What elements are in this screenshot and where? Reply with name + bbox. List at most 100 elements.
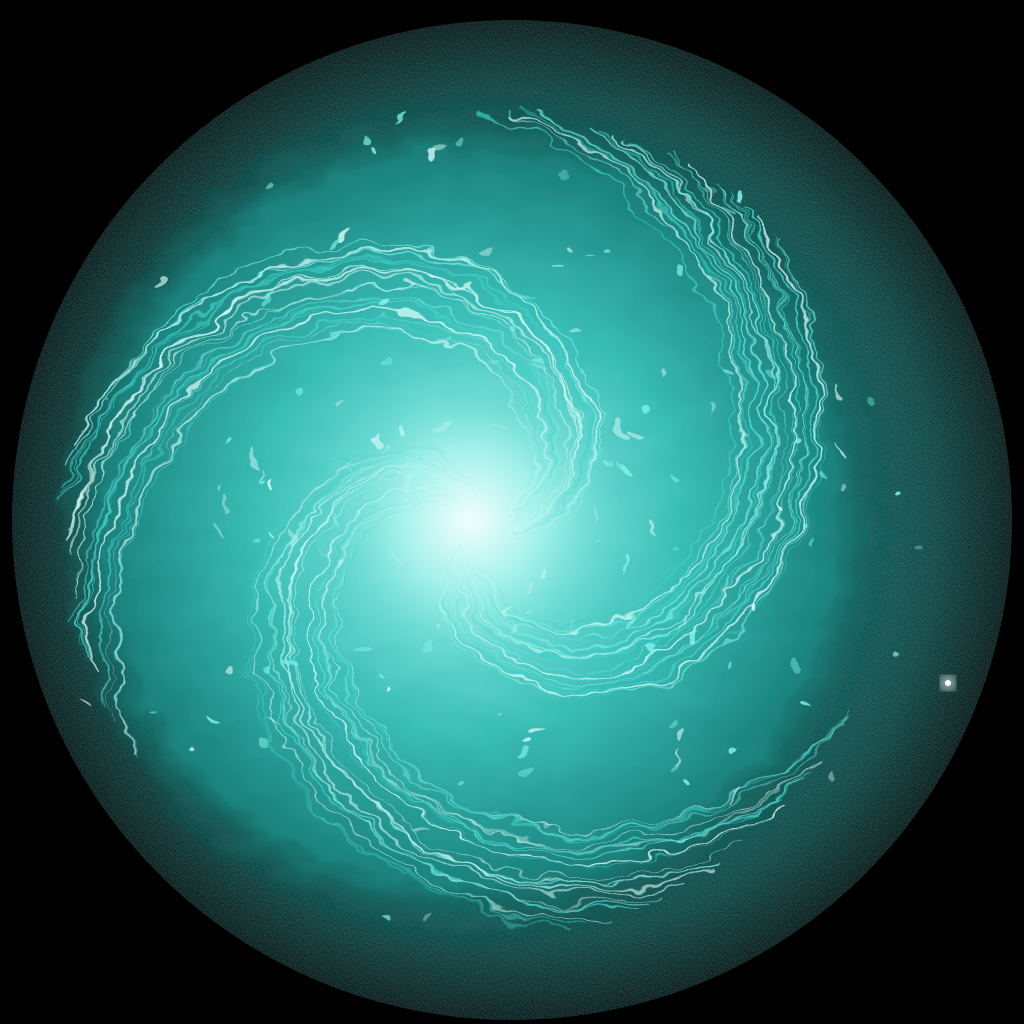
bright-fleck [254, 536, 262, 542]
bright-fleck [193, 742, 199, 746]
bright-fleck [363, 139, 372, 148]
bright-fleck [257, 464, 261, 482]
bright-fleck [379, 295, 392, 308]
bright-fleck [838, 482, 845, 492]
bright-fleck [455, 779, 465, 784]
bright-fleck [522, 739, 533, 747]
bright-fleck [339, 227, 350, 238]
bright-fleck [791, 657, 798, 675]
bright-fleck [607, 246, 615, 253]
bright-fleck [662, 372, 668, 376]
bright-fleck [831, 384, 844, 398]
bright-fleck [271, 529, 276, 538]
bright-fleck [381, 671, 388, 676]
bright-fleck [386, 917, 395, 921]
bright-fleck [519, 749, 530, 757]
bright-fleck [283, 660, 300, 672]
bright-fleck [437, 146, 449, 156]
bright-fleck [627, 557, 632, 572]
bright-fleck [529, 725, 542, 736]
bright-fleck [216, 490, 220, 500]
bright-fleck [383, 354, 392, 363]
bright-fleck [78, 694, 89, 706]
bright-fleck [817, 470, 824, 479]
bright-fleck [728, 743, 736, 752]
bright-fleck [792, 438, 799, 444]
bright-fleck [259, 477, 266, 482]
bright-fleck [369, 149, 375, 154]
bright-fleck [901, 491, 908, 497]
bright-fleck [780, 506, 784, 510]
bright-fleck [105, 396, 109, 402]
bright-fleck [456, 136, 465, 143]
bright-fleck [682, 782, 690, 789]
bright-fleck [357, 643, 373, 653]
bright-fleck [228, 667, 238, 676]
bright-fleck [870, 403, 876, 409]
bright-fleck [548, 349, 554, 355]
bright-fleck [650, 642, 657, 655]
bright-fleck [812, 538, 819, 553]
bright-speck-core [945, 680, 951, 686]
bright-fleck [730, 577, 734, 589]
bright-fleck [677, 541, 685, 548]
bright-fleck [698, 184, 713, 191]
bright-fleck [495, 712, 503, 717]
bright-fleck [262, 289, 271, 305]
bright-fleck [416, 827, 431, 832]
bright-fleck [799, 518, 804, 524]
bright-fleck [506, 324, 514, 332]
bright-fleck [617, 460, 631, 475]
bright-fleck [674, 750, 681, 762]
bright-fleck [753, 601, 758, 614]
bright-fleck [649, 522, 657, 539]
bright-fleck [727, 365, 737, 373]
bright-fleck [588, 251, 599, 254]
bright-fleck [571, 324, 582, 329]
bright-fleck [528, 358, 539, 364]
bright-fleck [393, 110, 409, 119]
bright-fleck [718, 205, 733, 212]
bright-fleck [761, 367, 772, 378]
bright-fleck [554, 170, 565, 176]
galaxy-core [310, 360, 630, 680]
bright-fleck [206, 713, 220, 723]
bright-fleck [331, 230, 344, 243]
bright-fleck [916, 539, 922, 547]
bright-fleck [837, 444, 846, 458]
bright-fleck [266, 664, 273, 672]
bright-fleck [248, 453, 256, 467]
bright-fleck [630, 426, 642, 436]
bright-fleck [705, 409, 710, 414]
bright-fleck [806, 696, 815, 703]
bright-fleck [428, 152, 441, 161]
bright-fleck [150, 709, 156, 715]
bright-fleck [671, 759, 679, 770]
bright-fleck [383, 683, 389, 691]
bright-fleck [225, 439, 231, 446]
bright-fleck [516, 766, 532, 778]
bright-fleck [269, 473, 274, 487]
bright-fleck [678, 610, 683, 627]
bright-fleck [677, 731, 687, 747]
bright-fleck [443, 335, 453, 342]
bright-fleck [690, 627, 696, 645]
bright-fleck [894, 650, 899, 658]
bright-fleck [269, 715, 284, 723]
bright-fleck [571, 245, 577, 253]
bright-fleck [260, 734, 274, 743]
bright-fleck [553, 269, 566, 273]
bright-fleck [637, 409, 650, 421]
bright-fleck [739, 432, 746, 440]
bright-fleck [223, 502, 230, 515]
bright-fleck [667, 469, 675, 476]
bright-fleck [264, 182, 274, 192]
bright-fleck [528, 364, 546, 369]
bright-fleck [623, 614, 630, 630]
bright-fleck [624, 463, 636, 476]
bright-fleck [675, 265, 684, 273]
bright-fleck [424, 914, 430, 921]
bright-fleck [153, 275, 162, 290]
